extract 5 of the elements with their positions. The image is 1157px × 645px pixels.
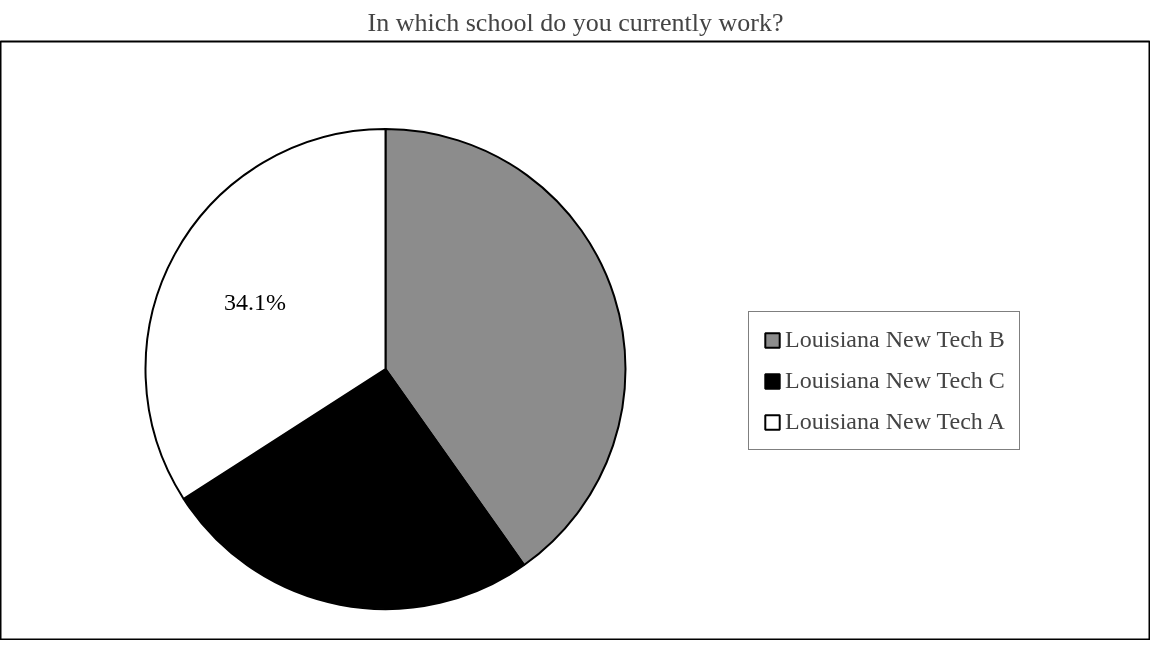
- chart-title: In which school do you currently work?: [367, 7, 784, 37]
- legend-label: Louisiana New Tech C: [785, 367, 1005, 394]
- legend-label: Louisiana New Tech B: [785, 326, 1005, 353]
- data-label: 34.1%: [223, 289, 286, 316]
- legend-label: Louisiana New Tech A: [785, 408, 1005, 435]
